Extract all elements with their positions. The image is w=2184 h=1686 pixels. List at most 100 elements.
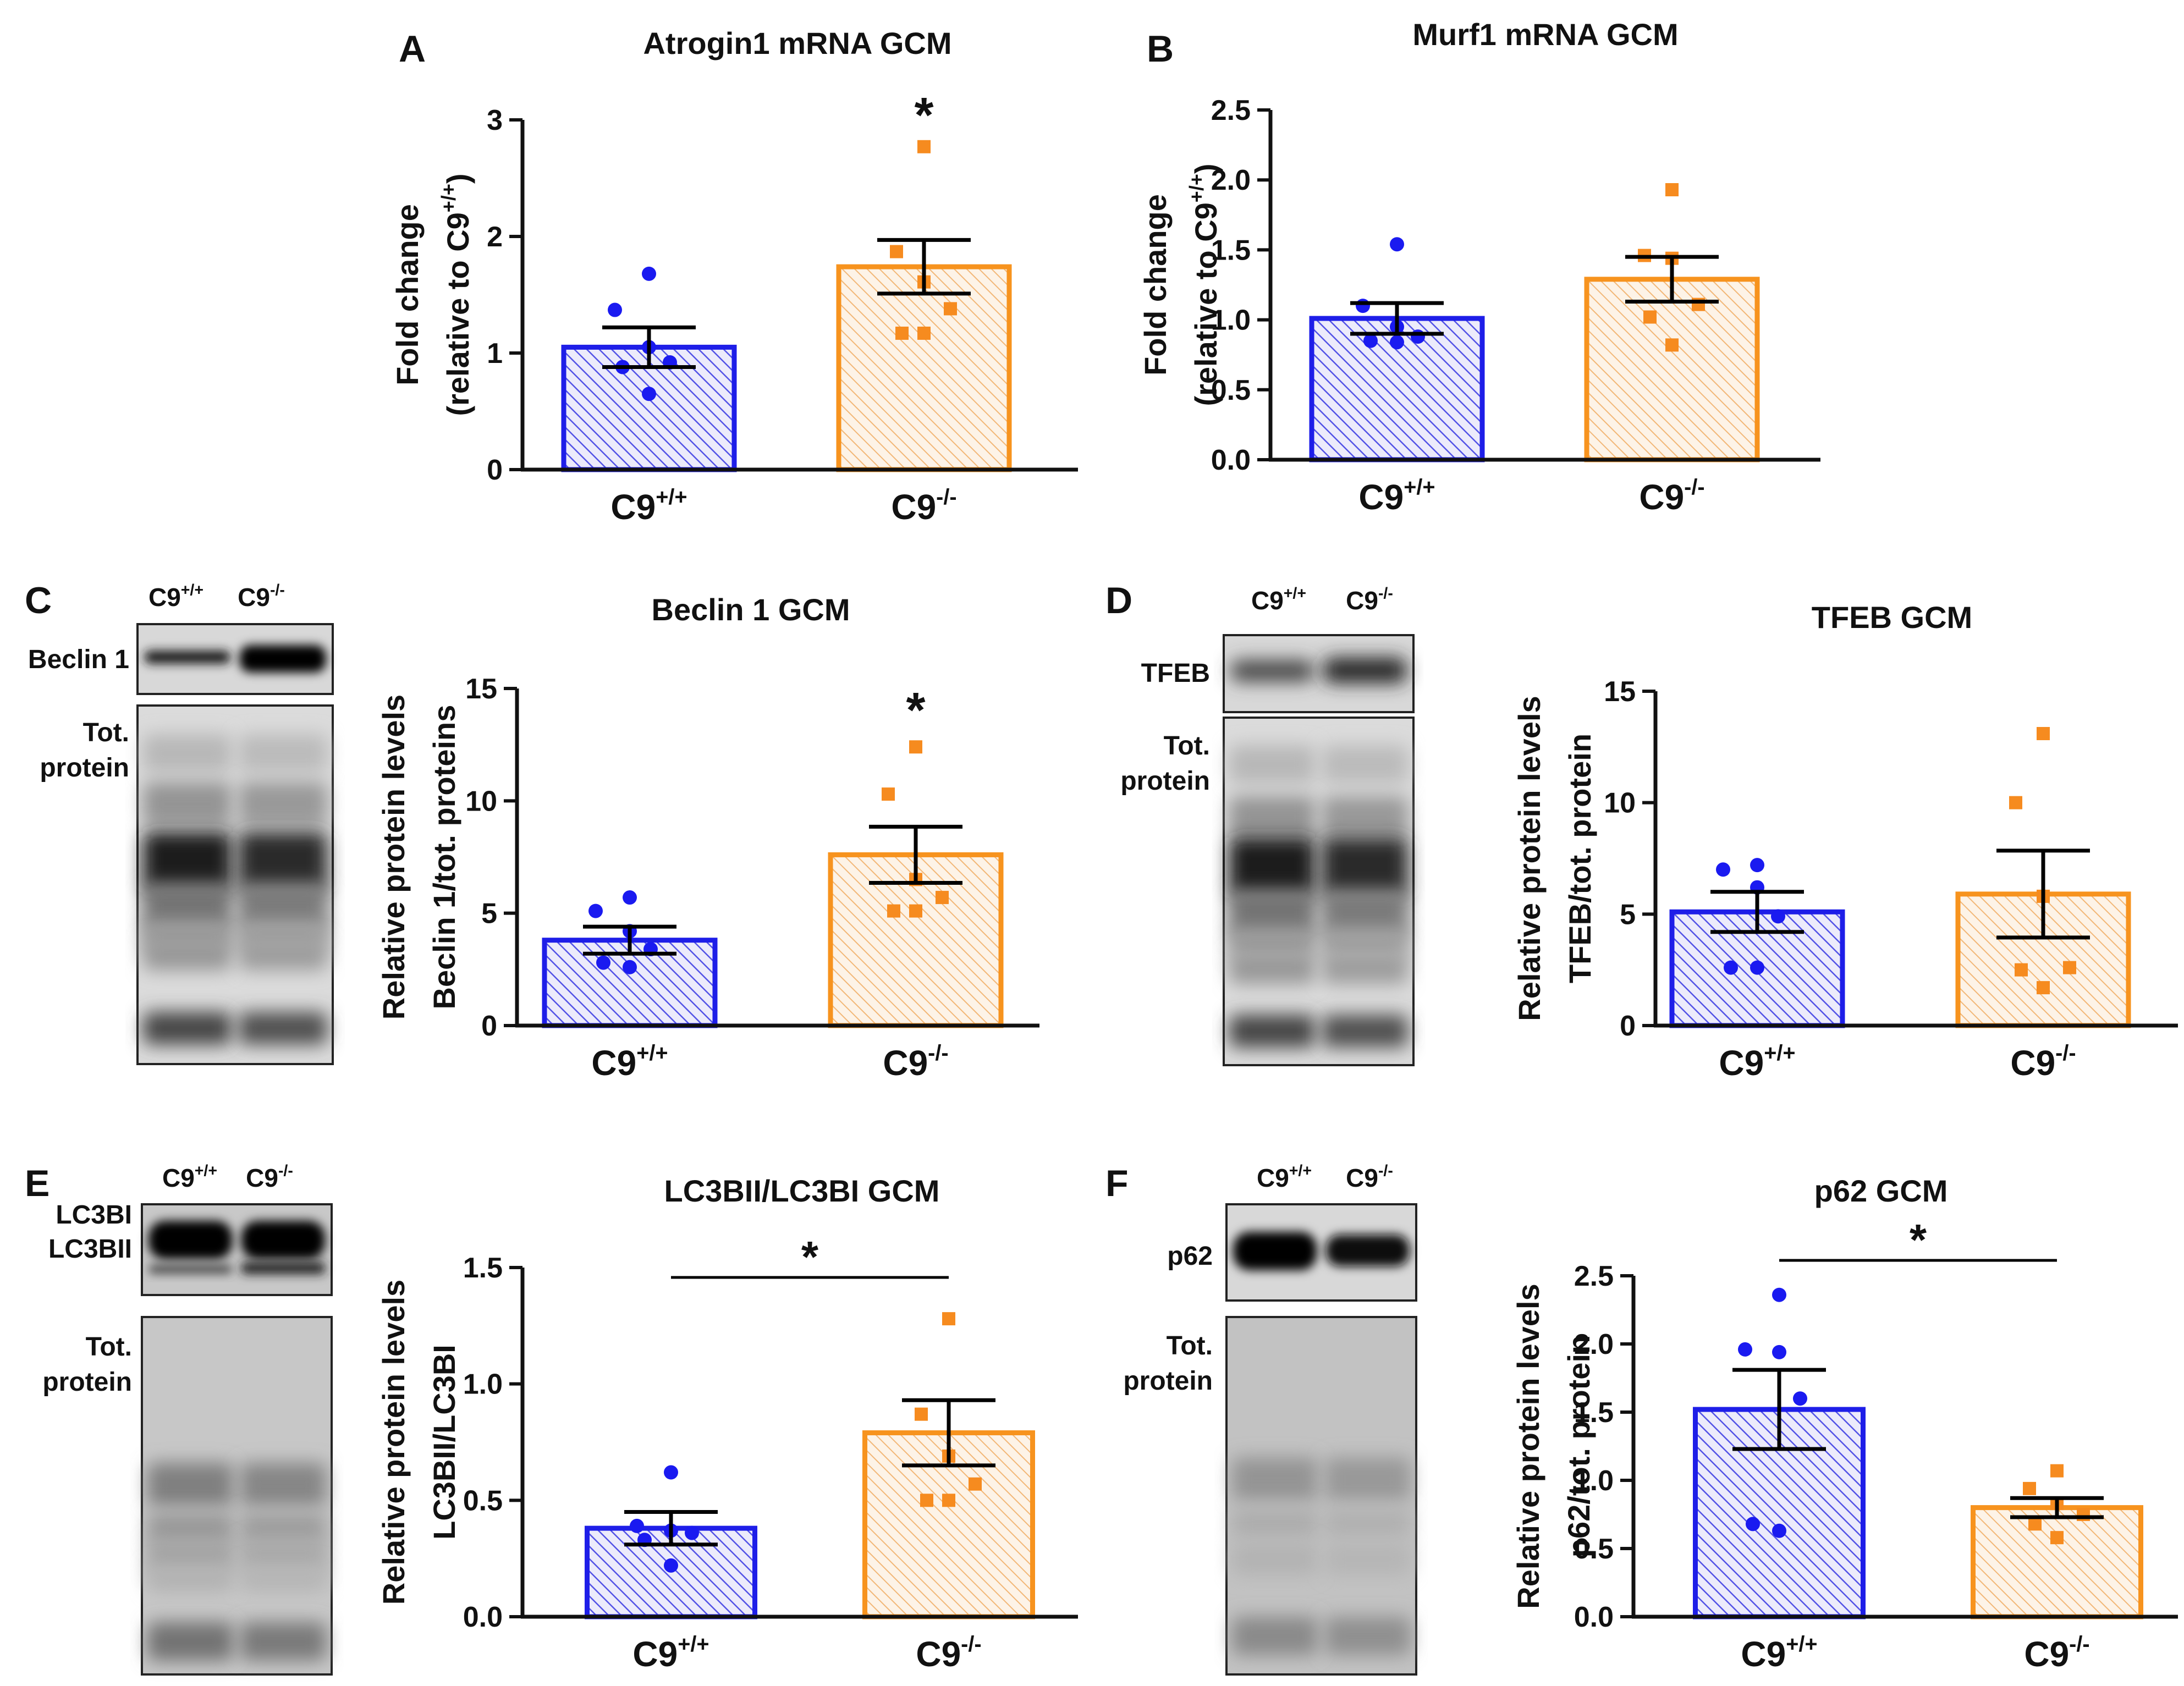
blot-label-c-0: Beclin 1 (28, 645, 129, 674)
y-axis-label-line2-prefix-e: LC3BII/LC3BI (427, 1345, 461, 1540)
blot-lane-header-e-wt: C9+/+ (162, 1162, 217, 1192)
point-e-wt-0 (664, 1465, 678, 1480)
blot-lane-header-d-ko: C9-/- (1346, 585, 1393, 615)
point-a-ko-5 (917, 326, 931, 340)
blot-lane-header-c-wt-sup: +/+ (181, 582, 203, 599)
blot-tot-protein-label-f-1: protein (1123, 1367, 1213, 1396)
y-axis-label-line2-prefix-f: p62/tot. protein (1561, 1335, 1596, 1557)
panel-letter-c: C (25, 580, 52, 621)
blot-lane-header-d-wt: C9+/+ (1251, 585, 1306, 615)
chart-title-d: TFEB GCM (1812, 600, 1972, 635)
blot-target-c (136, 623, 334, 695)
point-c-ko-0 (909, 740, 922, 754)
chart-b: B Murf1 mRNA GCM Fold change (relative to C… (1138, 17, 1820, 517)
point-e-ko-3 (969, 1477, 982, 1491)
chart-a: A Atrogin1 mRNA GCM Fold change (relative t… (390, 26, 1078, 527)
point-c-wt-1 (588, 903, 603, 918)
x-label-c-ko: C9-/- (883, 1041, 948, 1083)
point-d-ko-4 (2015, 963, 2028, 977)
blot-lane-header-f-wt-base: C9 (1257, 1164, 1289, 1192)
chart-d: D TFEB GCM Relative protein levels TFEB/tot… (1105, 580, 2178, 1083)
blot-lane-header-f-wt-sup: +/+ (1289, 1162, 1312, 1180)
chart-title-c: Beclin 1 GCM (652, 592, 850, 627)
y-axis-label-line1-d: Relative protein levels (1512, 696, 1547, 1021)
y-tick-label-d-0: 0 (1620, 1010, 1636, 1042)
x-label-a-wt-sup: +/+ (656, 485, 687, 509)
x-label-a-wt: C9+/+ (610, 485, 687, 527)
point-d-wt-4 (1724, 960, 1738, 975)
significance-c: * (906, 683, 925, 738)
x-label-c-wt: C9+/+ (591, 1041, 668, 1083)
blot-target-e (141, 1203, 333, 1296)
x-label-c-wt-base: C9 (591, 1043, 636, 1083)
x-label-f-wt-base: C9 (1741, 1634, 1786, 1674)
bar-f-ko (1971, 1505, 2143, 1619)
point-c-ko-4 (887, 904, 900, 918)
x-label-d-wt-sup: +/+ (1764, 1041, 1795, 1065)
error-bar-a-ko (877, 238, 971, 296)
chart-title-b: Murf1 mRNA GCM (1412, 17, 1678, 52)
blot-lane-header-f-ko-sup: -/- (1378, 1162, 1393, 1180)
chart-title-a: Atrogin1 mRNA GCM (643, 26, 951, 60)
x-label-d-wt: C9+/+ (1719, 1041, 1795, 1083)
y-axis-label-line2-sup-a: +/+ (437, 184, 460, 212)
x-label-a-ko-base: C9 (891, 487, 936, 527)
y-tick-label-d-2: 10 (1604, 787, 1636, 819)
x-label-d-ko: C9-/- (2010, 1041, 2076, 1083)
y-axis-label-d: Relative protein levels TFEB/tot. protein (1512, 696, 1597, 1021)
error-bar-c-ko (869, 824, 962, 885)
x-label-b-wt-base: C9 (1358, 477, 1404, 517)
x-label-f-wt: C9+/+ (1741, 1632, 1817, 1674)
y-tick-label-a-1: 1 (487, 338, 503, 370)
point-e-wt-3 (685, 1525, 699, 1540)
point-f-ko-0 (2050, 1464, 2064, 1478)
y-tick-label-b-2: 1.0 (1211, 305, 1251, 337)
error-bar-b-ko (1625, 255, 1719, 304)
y-axis-label-a: Fold change (relative to C9+/+) (390, 173, 475, 416)
chart-c: C Beclin 1 GCM Relative protein levels Becl… (25, 580, 1039, 1083)
blot-lane-header-f-ko: C9-/- (1346, 1162, 1393, 1192)
y-axis-label-b: Fold change (relative to C9+/+) (1138, 163, 1223, 406)
y-tick-label-c-3: 15 (465, 673, 497, 705)
x-label-b-wt-sup: +/+ (1404, 475, 1435, 499)
y-tick-label-e-3: 1.5 (463, 1252, 503, 1284)
point-b-ko-5 (1665, 338, 1679, 352)
blot-total-protein-c (136, 704, 334, 1065)
x-label-b-ko-base: C9 (1639, 477, 1684, 517)
y-axis-label-line2-prefix-c: Beclin 1/tot. proteins (427, 705, 461, 1010)
x-label-e-wt-sup: +/+ (678, 1632, 709, 1656)
x-label-e-ko-sup: -/- (961, 1632, 981, 1656)
bar-a-ko (836, 264, 1012, 472)
point-f-wt-3 (1793, 1391, 1807, 1406)
y-axis-label-line1-b: Fold change (1138, 194, 1173, 376)
blot-tot-protein-label-e-1: protein (42, 1368, 132, 1397)
point-a-ko-4 (895, 326, 909, 340)
y-tick-label-d-1: 5 (1620, 899, 1636, 930)
y-axis-label-line1-f: Relative protein levels (1511, 1283, 1545, 1608)
point-a-ko-0 (917, 140, 931, 153)
blot-lane-header-d-ko-sup: -/- (1378, 585, 1393, 603)
x-label-e-wt: C9+/+ (632, 1632, 709, 1674)
blot-target-d (1223, 634, 1415, 713)
point-c-ko-3 (936, 891, 949, 905)
error-bar-c-wt (583, 924, 676, 956)
point-b-wt-5 (1390, 335, 1404, 350)
point-d-wt-0 (1750, 858, 1764, 873)
significance-a: * (914, 88, 933, 143)
y-axis-label-line2-prefix-d: TFEB/tot. protein (1563, 734, 1597, 983)
y-axis-label-e: Relative protein levels LC3BII/LC3BI (376, 1280, 461, 1605)
point-d-wt-3 (1771, 909, 1785, 924)
point-b-wt-0 (1390, 237, 1404, 252)
y-tick-label-d-3: 15 (1604, 676, 1636, 708)
point-c-wt-0 (623, 890, 637, 905)
point-a-ko-1 (890, 245, 903, 258)
x-label-b-wt: C9+/+ (1358, 475, 1435, 517)
y-axis-label-line2-f: p62/tot. protein (1561, 1335, 1596, 1557)
y-tick-label-a-3: 3 (487, 104, 503, 136)
error-bar-e-wt (624, 1510, 718, 1547)
panel-letter-a: A (399, 28, 426, 70)
